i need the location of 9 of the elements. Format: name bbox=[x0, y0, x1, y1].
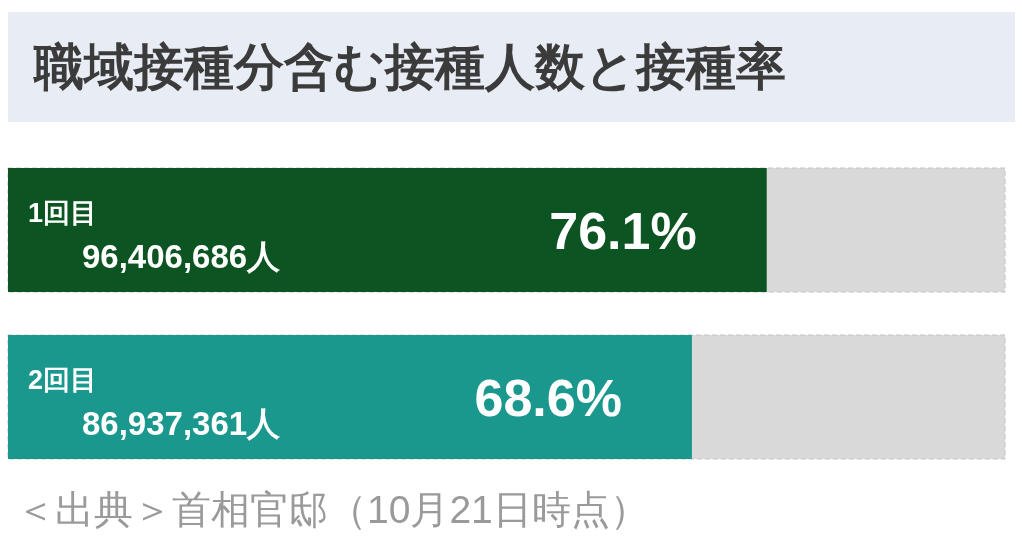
data-label: 76.1% bbox=[549, 202, 697, 260]
annotation: 96,406,686人 bbox=[82, 238, 282, 275]
y-tick-label: 2回目 bbox=[28, 365, 98, 395]
chart-title: 職域接種分含む接種人数と接種率 bbox=[34, 38, 786, 97]
y-tick-label: 1回目 bbox=[28, 198, 98, 228]
annotation: 86,937,361人 bbox=[82, 405, 282, 442]
data-label: 68.6% bbox=[474, 369, 622, 427]
title-banner: 職域接種分含む接種人数と接種率 bbox=[8, 12, 1015, 122]
text: ＜出典＞首相官邸（10月21日時点） bbox=[16, 487, 649, 533]
